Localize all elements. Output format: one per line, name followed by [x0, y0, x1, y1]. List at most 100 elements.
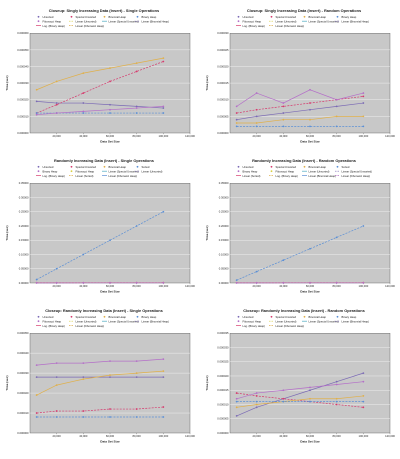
y-tick-label: 0.000035 [217, 331, 229, 335]
data-point [309, 401, 311, 403]
chart-title: Randomly Increasing Data (Insert) - Sing… [54, 158, 154, 163]
data-point [109, 360, 111, 362]
y-tick-label: 0.15000 [219, 238, 229, 242]
legend-swatch [271, 16, 273, 18]
legend-entry: Linear (Unsorted) [309, 169, 330, 173]
data-point [236, 415, 238, 417]
y-axis-label: Time (sec) [205, 375, 209, 390]
data-point [162, 282, 164, 284]
legend-swatch [271, 170, 273, 172]
chart-title: Randomly Increasing Data (Insert) - Rand… [252, 158, 356, 163]
y-tick-label: 0.000005 [217, 114, 229, 118]
data-point [82, 110, 84, 112]
data-point [309, 386, 311, 388]
data-point [256, 401, 258, 403]
legend-swatch [104, 316, 106, 318]
x-tick-label: 20,000 [53, 134, 62, 138]
chart-6: Closeup: Randomly Increasing Data (Inser… [205, 308, 395, 444]
legend-entry: Linear (Fibonacci Heap) [76, 324, 105, 328]
x-tick-label: 100,000 [358, 284, 368, 288]
y-tick-label: 0.000020 [217, 64, 229, 68]
legend-entry: Special Unsorted [276, 165, 297, 169]
data-point [109, 112, 111, 114]
data-point [109, 416, 111, 418]
data-point [309, 248, 311, 250]
legend-entry: Binary Heap [43, 169, 58, 173]
legend-entry: Linear (Binomial Heap) [309, 174, 337, 178]
legend-swatch [238, 20, 240, 22]
legend-entry: Unsorted [43, 15, 54, 19]
data-point [282, 259, 284, 261]
legend-swatch [137, 316, 139, 318]
data-point [362, 381, 364, 383]
y-axis-label: Time (sec) [5, 75, 9, 90]
x-tick-label: 40,000 [79, 284, 88, 288]
y-tick-label: 0.000040 [17, 64, 29, 68]
data-point [162, 112, 164, 114]
x-axis-label: Data Set Size [300, 290, 320, 294]
chart-4: Randomly Increasing Data (Insert) - Rand… [205, 158, 395, 294]
data-point [336, 404, 338, 406]
data-point [362, 92, 364, 94]
data-point [282, 105, 284, 107]
y-tick-label: 0.000050 [17, 331, 29, 335]
y-tick-label: 0.000020 [217, 374, 229, 378]
y-tick-label: 0.00000 [219, 281, 229, 285]
data-point [162, 105, 164, 107]
x-tick-label: 40,000 [79, 434, 88, 438]
legend-entry: Linear (Fibonacci Heap) [342, 174, 371, 178]
data-point [56, 376, 58, 378]
data-point [82, 254, 84, 256]
x-axis-label: Data Set Size [100, 440, 120, 444]
chart-title: Closeup: Randomly Increasing Data (Inser… [243, 308, 365, 313]
chart-1: Closeup: Singly Increasing Data (Insert)… [5, 8, 195, 144]
x-tick-label: 80,000 [333, 284, 342, 288]
data-point [362, 102, 364, 104]
data-point [362, 125, 364, 127]
x-tick-label: 20,000 [253, 284, 262, 288]
y-tick-label: 0.25000 [19, 210, 29, 214]
data-point [56, 410, 58, 412]
x-tick-label: 120,000 [185, 134, 195, 138]
x-tick-label: 40,000 [279, 284, 288, 288]
data-point [236, 125, 238, 127]
data-point [36, 100, 38, 102]
data-point [136, 408, 138, 410]
legend-entry: Special Unsorted [76, 315, 97, 319]
legend-entry: Log. (Binary Heap) [243, 324, 266, 328]
x-axis-label: Data Set Size [300, 140, 320, 144]
x-tick-label: 80,000 [333, 434, 342, 438]
x-tick-label: 20,000 [53, 284, 62, 288]
chart-2: Closeup: Singly Increasing Data (Insert)… [205, 8, 395, 144]
legend-swatch [38, 166, 40, 168]
legend-swatch [71, 170, 73, 172]
data-point [256, 115, 258, 117]
legend-entry: Linear (Special Unsorted) [109, 19, 140, 23]
legend-entry: Fibonacci Heap [43, 319, 62, 323]
data-point [109, 67, 111, 69]
legend-swatch [71, 166, 73, 168]
legend-entry: Log. (Binary Heap) [243, 24, 266, 28]
legend-entry: Binomial Heap [109, 15, 127, 19]
x-axis-label: Data Set Size [100, 140, 120, 144]
data-point [162, 406, 164, 408]
data-point [256, 406, 258, 408]
y-tick-label: 0.000030 [17, 371, 29, 375]
y-tick-label: 0.000005 [217, 417, 229, 421]
y-tick-label: 0.00000 [19, 281, 29, 285]
legend-entry: Log. (Binary Heap) [43, 324, 66, 328]
x-tick-label: 100,000 [158, 284, 168, 288]
legend-entry: Binomial Heap [109, 165, 127, 169]
data-point [136, 62, 138, 64]
data-point [309, 125, 311, 127]
data-point [309, 89, 311, 91]
data-point [256, 271, 258, 273]
data-point [109, 239, 111, 241]
data-point [109, 81, 111, 83]
data-point [109, 376, 111, 378]
legend-entry: Log. (Binary Heap) [276, 174, 299, 178]
data-point [82, 72, 84, 74]
legend-entry: Linear (Fibonacci Heap) [76, 24, 105, 28]
x-tick-label: 120,000 [385, 134, 395, 138]
